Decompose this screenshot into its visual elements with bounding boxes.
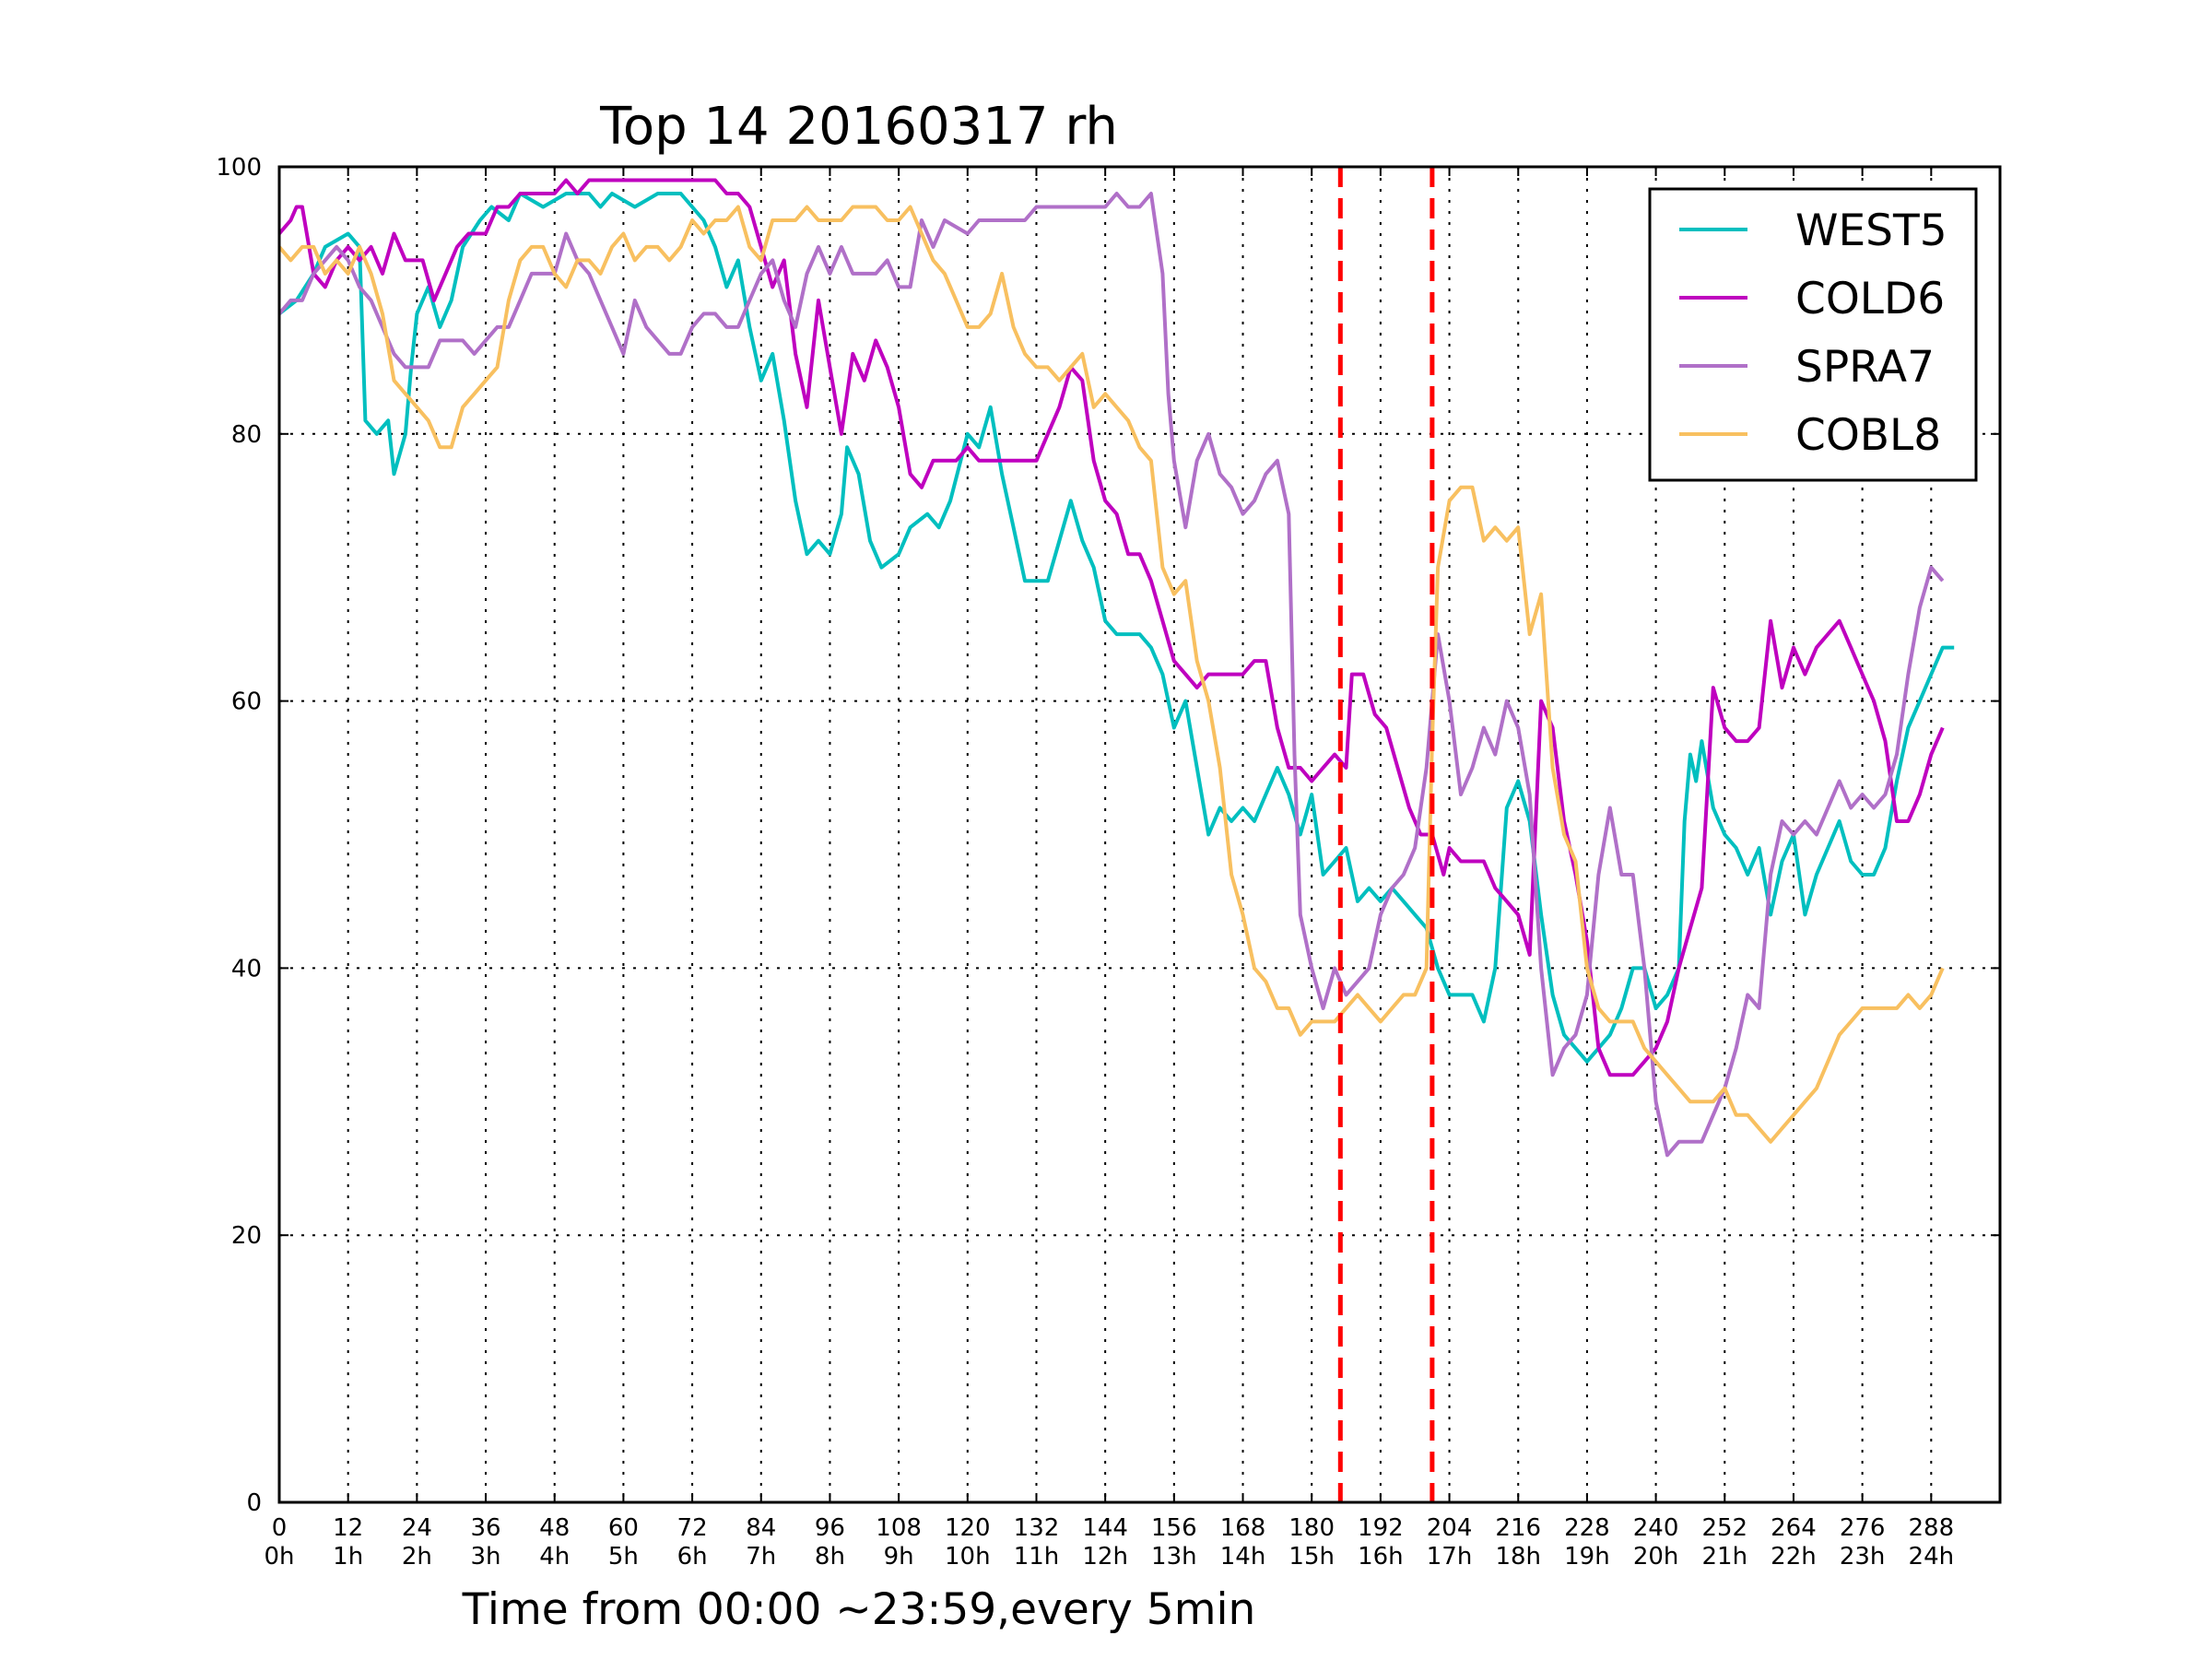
legend-label-cold6: COLD6	[1795, 274, 1945, 324]
legend-label-spra7: SPRA7	[1795, 342, 1935, 393]
x-tick-sublabel: 7h	[746, 1543, 776, 1571]
x-tick-label: 96	[815, 1514, 845, 1542]
x-tick-label: 252	[1701, 1514, 1747, 1542]
legend-label-west5: WEST5	[1795, 206, 1947, 256]
series-lines	[277, 178, 1955, 1158]
x-tick-label: 192	[1358, 1514, 1404, 1542]
marker-lines	[1337, 167, 1435, 1502]
x-tick-label: 108	[876, 1514, 922, 1542]
x-tick-sublabel: 17h	[1427, 1543, 1473, 1571]
y-tick-label: 0	[246, 1489, 262, 1517]
x-tick-label: 60	[608, 1514, 639, 1542]
x-tick-sublabel: 14h	[1220, 1543, 1266, 1571]
x-tick-label: 48	[539, 1514, 570, 1542]
x-tick-sublabel: 20h	[1633, 1543, 1679, 1571]
series-line-west5	[277, 192, 1955, 1064]
x-tick-label: 156	[1151, 1514, 1197, 1542]
y-tick-label: 60	[231, 688, 262, 716]
x-tick-label: 216	[1495, 1514, 1541, 1542]
x-tick-label: 24	[402, 1514, 432, 1542]
x-tick-sublabel: 13h	[1151, 1543, 1197, 1571]
x-tick-sublabel: 0h	[264, 1543, 294, 1571]
x-tick-sublabel: 5h	[608, 1543, 639, 1571]
series-line-cobl8	[277, 205, 1945, 1144]
x-tick-label: 228	[1564, 1514, 1610, 1542]
legend-label-cobl8: COBL8	[1795, 410, 1941, 461]
x-tick-label: 0	[272, 1514, 288, 1542]
x-tick-sublabel: 9h	[884, 1543, 914, 1571]
x-tick-label: 144	[1082, 1514, 1128, 1542]
x-tick-sublabel: 8h	[815, 1543, 845, 1571]
x-tick-label: 72	[677, 1514, 708, 1542]
series-line-cold6	[277, 178, 1945, 1077]
x-tick-sublabel: 16h	[1358, 1543, 1404, 1571]
x-tick-label: 240	[1633, 1514, 1679, 1542]
x-tick-label: 12	[333, 1514, 363, 1542]
x-tick-sublabel: 11h	[1014, 1543, 1060, 1571]
x-tick-sublabel: 12h	[1082, 1543, 1128, 1571]
y-tick-label: 20	[231, 1222, 262, 1250]
x-tick-label: 288	[1908, 1514, 1954, 1542]
axis-ticks: 00h121h242h363h484h605h726h847h968h1089h…	[216, 154, 2000, 1571]
legend-box	[1648, 187, 1978, 482]
x-tick-label: 204	[1427, 1514, 1473, 1542]
x-tick-label: 132	[1014, 1514, 1060, 1542]
y-tick-label: 100	[216, 154, 262, 182]
x-tick-sublabel: 22h	[1771, 1543, 1817, 1571]
x-tick-sublabel: 21h	[1701, 1543, 1747, 1571]
x-tick-sublabel: 18h	[1495, 1543, 1541, 1571]
x-axis-label: Time from 00:00 ~23:59,every 5min	[462, 1584, 1256, 1635]
x-tick-sublabel: 6h	[677, 1543, 708, 1571]
x-tick-sublabel: 4h	[539, 1543, 570, 1571]
x-tick-sublabel: 10h	[945, 1543, 991, 1571]
x-tick-sublabel: 24h	[1909, 1543, 1955, 1571]
x-tick-label: 168	[1220, 1514, 1266, 1542]
x-tick-sublabel: 3h	[471, 1543, 501, 1571]
x-tick-label: 36	[470, 1514, 500, 1542]
legend: WEST5 COLD6 SPRA7 COBL8	[1648, 187, 1978, 482]
x-tick-sublabel: 2h	[402, 1543, 432, 1571]
y-tick-label: 40	[231, 955, 262, 982]
x-tick-label: 120	[945, 1514, 991, 1542]
x-tick-sublabel: 19h	[1564, 1543, 1610, 1571]
plot-frame	[277, 165, 2002, 1504]
series-line-spra7	[277, 192, 1945, 1158]
x-tick-label: 276	[1840, 1514, 1886, 1542]
x-tick-label: 264	[1771, 1514, 1817, 1542]
x-tick-sublabel: 15h	[1288, 1543, 1335, 1571]
x-tick-label: 180	[1288, 1514, 1335, 1542]
x-tick-label: 84	[746, 1514, 776, 1542]
y-tick-label: 80	[231, 421, 262, 449]
x-tick-sublabel: 23h	[1840, 1543, 1886, 1571]
x-tick-sublabel: 1h	[333, 1543, 363, 1571]
chart-title: Top 14 20160317 rh	[599, 97, 1118, 157]
